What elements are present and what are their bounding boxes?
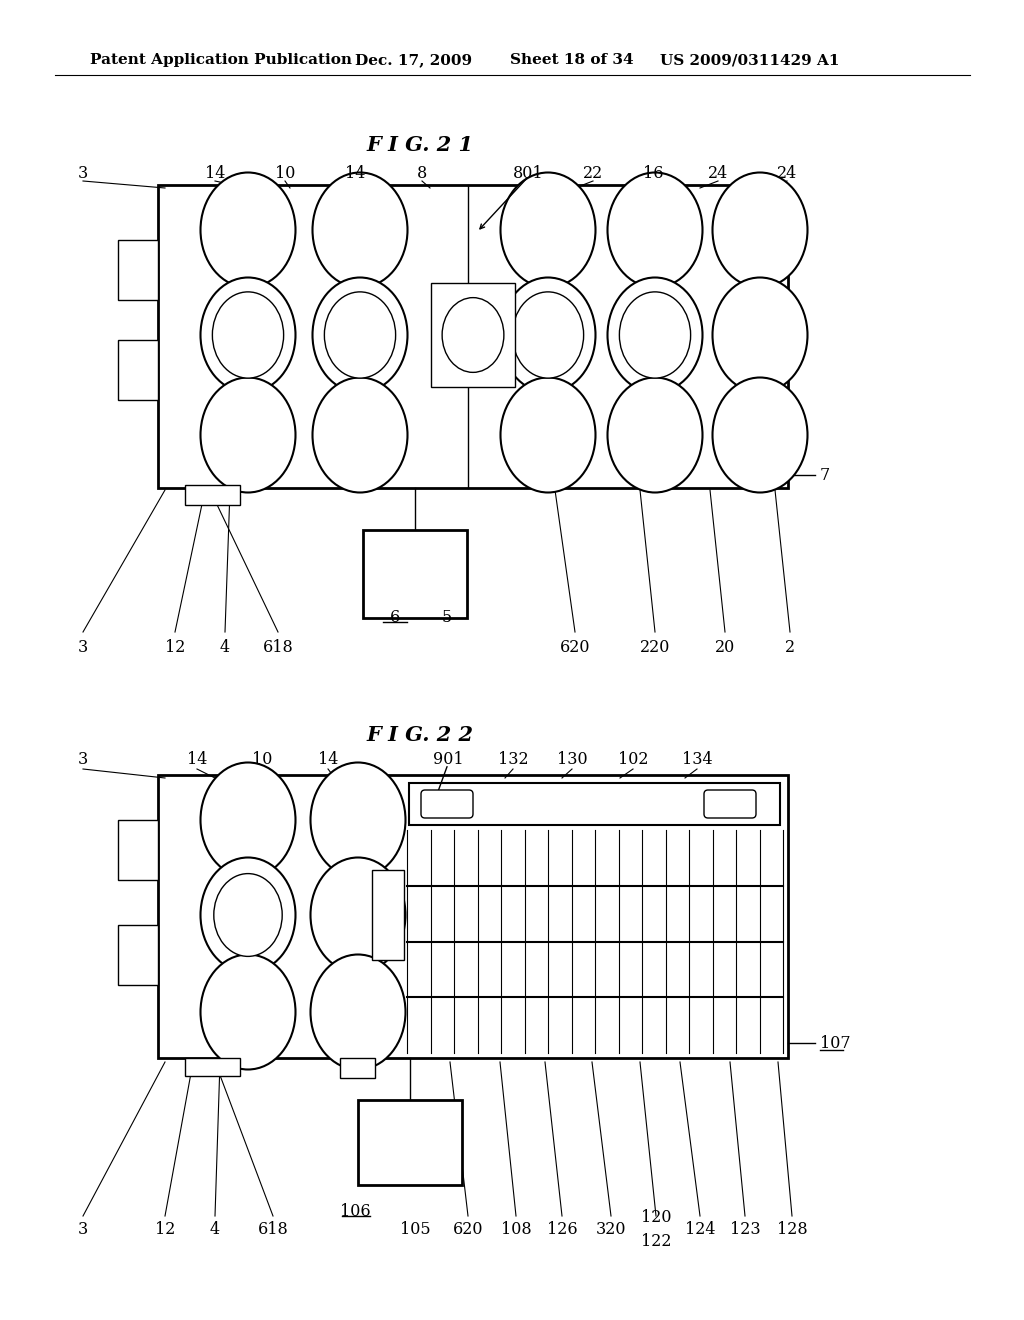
Text: 7: 7 xyxy=(820,466,830,483)
Text: 10: 10 xyxy=(252,751,272,768)
Bar xyxy=(431,282,515,387)
Bar xyxy=(118,820,158,880)
Text: 618: 618 xyxy=(262,639,293,656)
Text: Patent Application Publication: Patent Application Publication xyxy=(90,53,352,67)
Ellipse shape xyxy=(201,763,296,878)
Bar xyxy=(185,1059,240,1076)
Bar xyxy=(118,240,158,300)
Ellipse shape xyxy=(310,858,406,973)
Text: 122: 122 xyxy=(641,1233,672,1250)
Text: F I G. 2 2: F I G. 2 2 xyxy=(367,725,473,744)
Ellipse shape xyxy=(442,297,504,372)
Ellipse shape xyxy=(512,292,584,378)
Text: 107: 107 xyxy=(820,1035,851,1052)
Bar xyxy=(372,870,404,960)
Text: 130: 130 xyxy=(557,751,588,768)
Ellipse shape xyxy=(312,277,408,392)
Ellipse shape xyxy=(201,378,296,492)
Text: 10: 10 xyxy=(274,165,295,181)
Text: Dec. 17, 2009: Dec. 17, 2009 xyxy=(355,53,472,67)
Text: 14: 14 xyxy=(345,165,366,181)
Bar xyxy=(118,925,158,985)
Text: 901: 901 xyxy=(433,751,463,768)
Text: 126: 126 xyxy=(547,1221,578,1238)
Text: 106: 106 xyxy=(340,1204,371,1221)
Text: 220: 220 xyxy=(640,639,670,656)
Bar xyxy=(362,531,467,618)
Ellipse shape xyxy=(201,277,296,392)
Text: 14: 14 xyxy=(317,751,338,768)
Ellipse shape xyxy=(620,292,690,378)
Text: 120: 120 xyxy=(641,1209,672,1226)
Text: 12: 12 xyxy=(165,639,185,656)
Text: F I G. 2 1: F I G. 2 1 xyxy=(367,135,473,154)
Text: US 2009/0311429 A1: US 2009/0311429 A1 xyxy=(660,53,840,67)
Text: 6: 6 xyxy=(390,610,400,627)
Ellipse shape xyxy=(501,277,596,392)
Text: 123: 123 xyxy=(730,1221,760,1238)
Text: 132: 132 xyxy=(498,751,528,768)
Text: 3: 3 xyxy=(78,165,88,181)
Text: 134: 134 xyxy=(682,751,713,768)
Bar xyxy=(158,775,788,1059)
Text: 128: 128 xyxy=(776,1221,807,1238)
Text: 801: 801 xyxy=(513,165,544,181)
FancyBboxPatch shape xyxy=(421,789,473,818)
Text: Sheet 18 of 34: Sheet 18 of 34 xyxy=(510,53,634,67)
Ellipse shape xyxy=(501,378,596,492)
Text: 102: 102 xyxy=(617,751,648,768)
Ellipse shape xyxy=(201,858,296,973)
Text: 8: 8 xyxy=(417,165,427,181)
Ellipse shape xyxy=(310,763,406,878)
Text: 22: 22 xyxy=(583,165,603,181)
Ellipse shape xyxy=(607,378,702,492)
Ellipse shape xyxy=(501,173,596,288)
Text: 108: 108 xyxy=(501,1221,531,1238)
Ellipse shape xyxy=(713,173,808,288)
Text: 320: 320 xyxy=(596,1221,627,1238)
Text: 105: 105 xyxy=(399,1221,430,1238)
Bar xyxy=(118,341,158,400)
Text: 16: 16 xyxy=(643,165,664,181)
Text: 5: 5 xyxy=(442,610,453,627)
Ellipse shape xyxy=(214,874,283,957)
Bar xyxy=(158,185,788,488)
FancyBboxPatch shape xyxy=(705,789,756,818)
Ellipse shape xyxy=(713,378,808,492)
Text: 124: 124 xyxy=(685,1221,715,1238)
Text: 3: 3 xyxy=(78,751,88,768)
Ellipse shape xyxy=(325,292,395,378)
Text: 620: 620 xyxy=(560,639,590,656)
Ellipse shape xyxy=(312,173,408,288)
Bar xyxy=(409,783,780,825)
Text: 4: 4 xyxy=(220,639,230,656)
Ellipse shape xyxy=(607,173,702,288)
Text: 3: 3 xyxy=(78,1221,88,1238)
Text: 4: 4 xyxy=(210,1221,220,1238)
Text: 3: 3 xyxy=(78,639,88,656)
Bar xyxy=(340,1059,375,1078)
Text: 24: 24 xyxy=(708,165,728,181)
Ellipse shape xyxy=(201,954,296,1069)
Text: 12: 12 xyxy=(155,1221,175,1238)
Text: 620: 620 xyxy=(453,1221,483,1238)
Text: 20: 20 xyxy=(715,639,735,656)
Ellipse shape xyxy=(310,954,406,1069)
Text: 24: 24 xyxy=(777,165,797,181)
Ellipse shape xyxy=(607,277,702,392)
Text: 14: 14 xyxy=(205,165,225,181)
Ellipse shape xyxy=(212,292,284,378)
Ellipse shape xyxy=(312,378,408,492)
Text: 618: 618 xyxy=(258,1221,289,1238)
Text: 14: 14 xyxy=(186,751,207,768)
Ellipse shape xyxy=(201,173,296,288)
Ellipse shape xyxy=(713,277,808,392)
Bar xyxy=(358,1100,462,1185)
Bar xyxy=(185,484,240,506)
Text: 2: 2 xyxy=(785,639,795,656)
